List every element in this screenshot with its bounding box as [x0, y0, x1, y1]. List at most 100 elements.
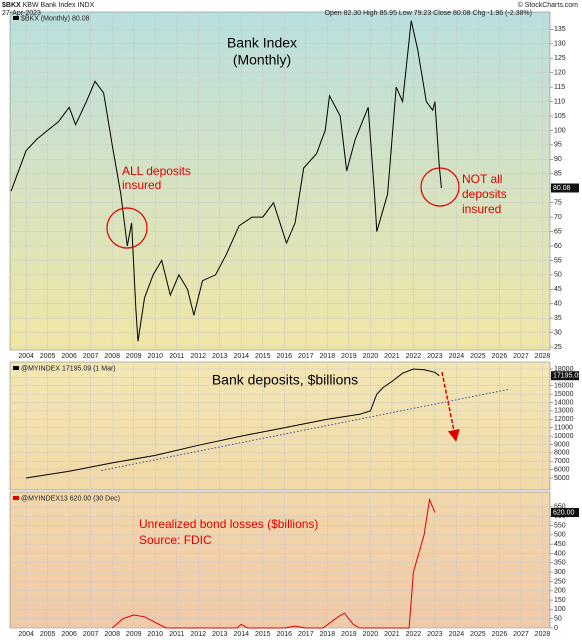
annotation: Unrealized bond losses ($billions): [139, 517, 318, 531]
highlight-circle: [106, 207, 148, 249]
last-value-label: 17195.09: [553, 373, 582, 380]
x-tick-label: 2005: [40, 353, 56, 360]
y-tick-label: 30: [554, 330, 562, 337]
chart-title: Bank Index: [227, 35, 297, 51]
x-tick-label: 2018: [320, 631, 336, 638]
x-tick-label: 2012: [190, 631, 206, 638]
x-tick-label: 2016: [277, 631, 293, 638]
y-tick-label: 0: [554, 625, 558, 632]
y-tick-label: 50: [554, 616, 562, 623]
y-tick-label: 60: [554, 243, 562, 250]
x-tick-label: 2014: [233, 631, 249, 638]
highlight-circle: [420, 167, 460, 207]
x-tick-label: 2008: [104, 353, 120, 360]
y-tick-label: 5000: [554, 475, 570, 482]
x-tick-label: 2008: [104, 631, 120, 638]
y-tick-label: 115: [554, 84, 565, 91]
y-tick-label: 14000: [554, 399, 574, 406]
legend-label: $BKX (Monthly) 80.08: [21, 15, 90, 22]
annotation: Source: FDIC: [139, 533, 212, 547]
y-tick-label: 135: [554, 26, 566, 33]
legend-label: @MYINDEX13 620.00 (30 Dec): [21, 495, 120, 502]
chart-title: Bank deposits, $billions: [212, 372, 358, 388]
y-tick-label: 400: [554, 550, 566, 557]
x-tick-label: 2024: [449, 631, 465, 638]
y-tick-label: 9000: [554, 441, 570, 448]
y-tick-label: 125: [554, 55, 566, 62]
x-tick-label: 2006: [61, 353, 77, 360]
y-tick-label: 70: [554, 214, 562, 221]
y-tick-label: 6000: [554, 466, 570, 473]
y-tick-label: 100: [554, 127, 566, 134]
x-tick-label: 2009: [126, 631, 142, 638]
series-line: [111, 497, 436, 629]
x-tick-label: 2007: [83, 631, 99, 638]
x-tick-label: 2007: [83, 353, 99, 360]
panel-bg: [9, 491, 551, 629]
x-tick-label: 2026: [492, 353, 508, 360]
x-tick-label: 2021: [384, 353, 400, 360]
y-tick-label: 550: [554, 522, 566, 529]
y-tick-label: 250: [554, 578, 566, 585]
x-tick-label: 2025: [470, 631, 486, 638]
panel-bg: [9, 361, 551, 491]
y-tick-label: 65: [554, 228, 562, 235]
arrow: [441, 371, 460, 442]
y-tick-label: 8000: [554, 450, 570, 457]
x-tick-label: 2015: [255, 631, 271, 638]
x-tick-label: 2017: [298, 353, 314, 360]
y-tick-label: 450: [554, 541, 566, 548]
x-tick-label: 2011: [169, 631, 184, 638]
x-tick-label: 2011: [169, 353, 184, 360]
x-tick-label: 2028: [535, 631, 551, 638]
x-tick-label: 2027: [513, 631, 529, 638]
x-tick-label: 2013: [212, 631, 228, 638]
y-tick-label: 85: [554, 171, 562, 178]
y-tick-label: 45: [554, 286, 562, 293]
annotation: ALL deposits: [122, 164, 191, 178]
x-tick-label: 2024: [449, 353, 465, 360]
y-tick-label: 150: [554, 597, 566, 604]
symbol: $BKX: [2, 2, 21, 9]
header-title: $BKX KBW Bank Index INDX: [2, 2, 95, 9]
x-tick-label: 2006: [61, 631, 77, 638]
x-tick-label: 2022: [406, 353, 422, 360]
exchange: INDX: [78, 2, 95, 9]
legend-swatch: [13, 496, 19, 500]
y-tick-label: 350: [554, 560, 566, 567]
y-tick-label: 500: [554, 532, 566, 539]
last-value-label: 620.00: [553, 509, 575, 516]
y-tick-label: 25: [554, 344, 562, 351]
y-tick-label: 35: [554, 315, 562, 322]
x-tick-label: 2026: [492, 631, 508, 638]
annotation: insured: [462, 202, 501, 216]
x-tick-label: 2004: [18, 631, 34, 638]
x-tick-label: 2009: [126, 353, 142, 360]
y-tick-label: 75: [554, 200, 562, 207]
last-value-box: [551, 507, 579, 517]
x-tick-label: 2010: [147, 631, 163, 638]
x-tick-label: 2005: [40, 631, 56, 638]
y-tick-label: 300: [554, 569, 566, 576]
x-tick-label: 2028: [535, 353, 551, 360]
panel-bg: [9, 11, 551, 351]
index-name: KBW Bank Index: [23, 2, 76, 9]
series-line: [101, 388, 511, 471]
chart-title: (Monthly): [233, 52, 291, 68]
y-tick-label: 16000: [554, 383, 574, 390]
x-tick-label: 2016: [277, 353, 293, 360]
y-tick-label: 90: [554, 156, 562, 163]
y-tick-label: 95: [554, 142, 562, 149]
annotation: deposits: [462, 187, 507, 201]
x-tick-label: 2025: [470, 353, 486, 360]
source: © StockCharts.com: [518, 1, 579, 9]
y-tick-label: 105: [554, 113, 566, 120]
x-tick-label: 2023: [427, 631, 443, 638]
y-tick-label: 55: [554, 257, 562, 264]
last-value-box: [551, 371, 579, 381]
x-tick-label: 2014: [233, 353, 249, 360]
y-tick-label: 130: [554, 41, 566, 48]
annotation: insured: [122, 178, 161, 192]
x-tick-label: 2027: [513, 353, 529, 360]
y-tick-label: 120: [554, 70, 566, 77]
